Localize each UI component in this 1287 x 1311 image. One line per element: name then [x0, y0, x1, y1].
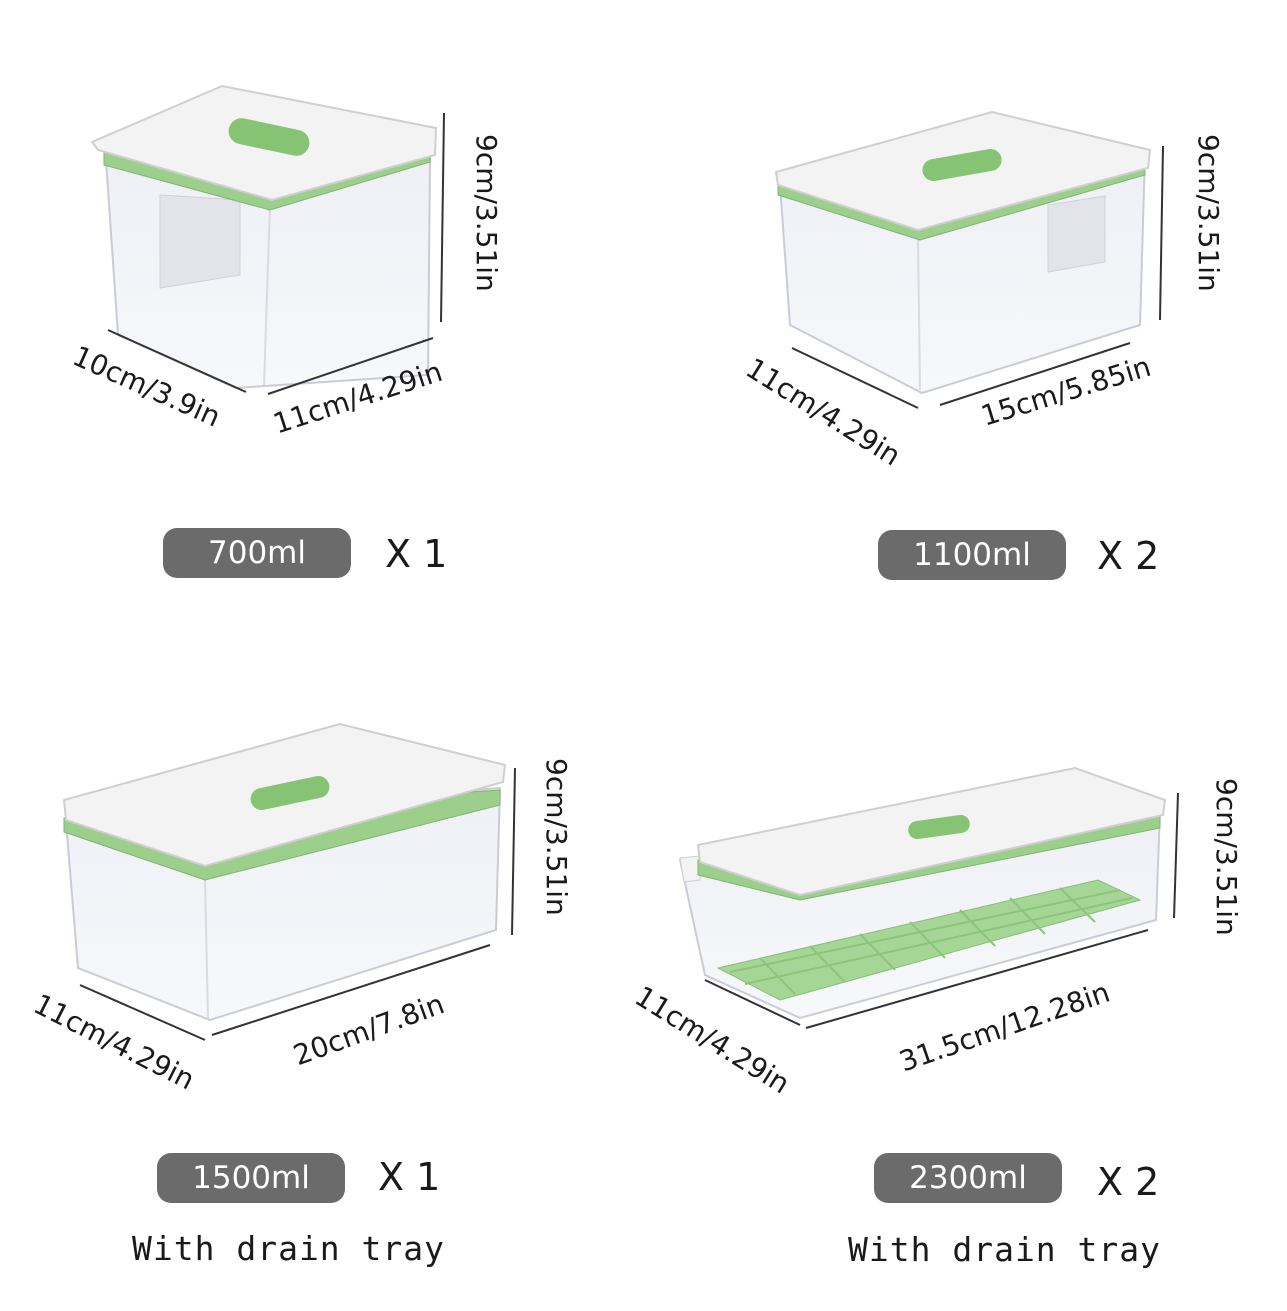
quantity-label: X 1: [385, 532, 448, 576]
container-700ml-image: [90, 84, 445, 395]
height-label: 9cm/3.51in: [1192, 134, 1225, 292]
container-1500ml-image: [62, 722, 516, 1041]
quantity-label: X 2: [1097, 1160, 1160, 1204]
quantity-label: X 1: [378, 1155, 441, 1199]
capacity-badge: 1500ml: [157, 1153, 345, 1203]
height-label: 9cm/3.51in: [540, 758, 573, 916]
capacity-badge: 1100ml: [878, 530, 1066, 580]
drain-tray-note: With drain tray: [848, 1230, 1162, 1269]
container-1100ml-image: [774, 110, 1164, 409]
capacity-badge: 2300ml: [874, 1153, 1062, 1203]
quantity-label: X 2: [1097, 534, 1160, 578]
container-2300ml-image: [678, 766, 1179, 1029]
height-label: 9cm/3.51in: [1210, 778, 1243, 936]
drain-tray-note: With drain tray: [132, 1229, 446, 1268]
capacity-badge: 700ml: [163, 528, 351, 578]
height-label: 9cm/3.51in: [470, 134, 503, 292]
